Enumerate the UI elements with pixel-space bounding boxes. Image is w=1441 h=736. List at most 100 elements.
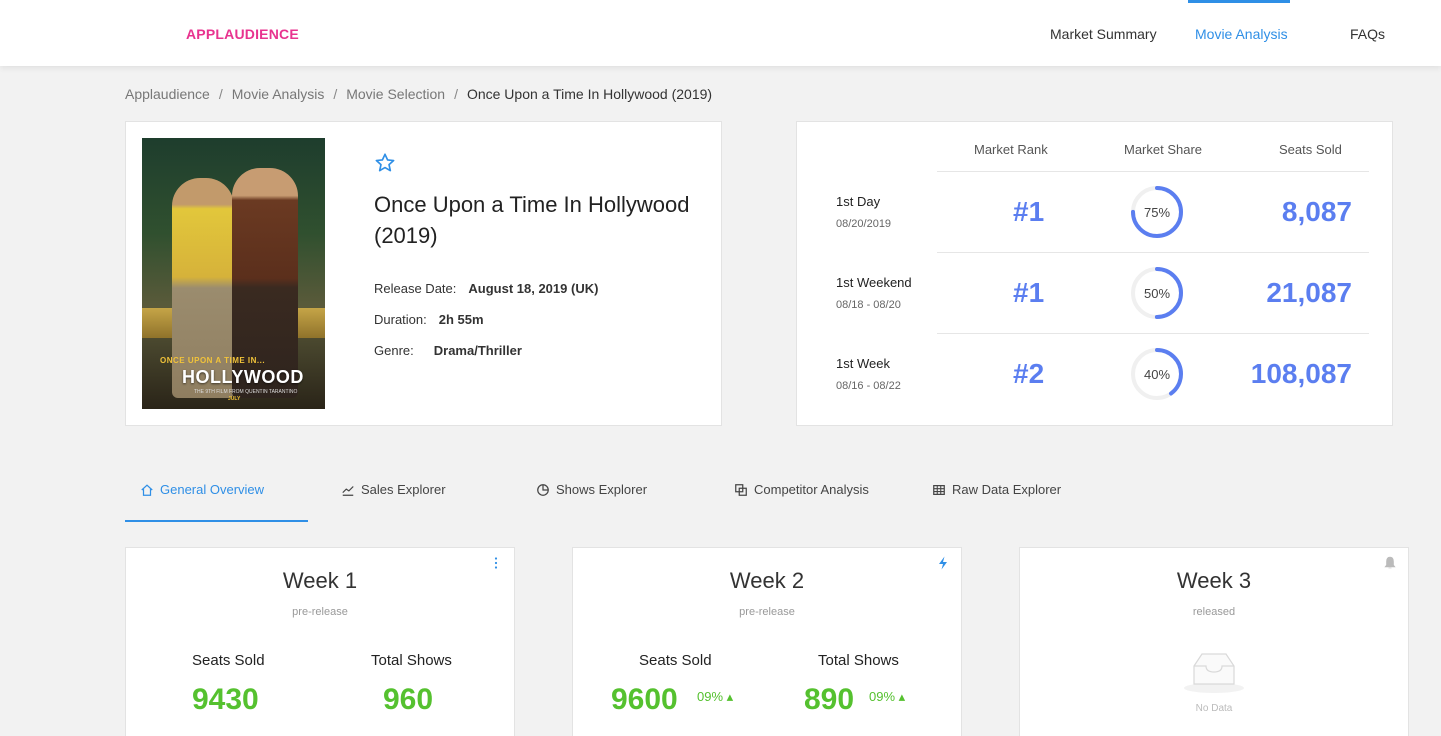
poster-date: JULY xyxy=(228,396,241,402)
tab-label: Sales Explorer xyxy=(361,482,446,497)
seats-sold-label: Seats Sold xyxy=(639,652,712,669)
duration-label: Duration: xyxy=(374,312,427,327)
seats-sold-value: 9600 xyxy=(611,683,678,716)
tab-label: Shows Explorer xyxy=(556,482,648,497)
favorite-star-icon[interactable] xyxy=(374,152,396,174)
row-divider xyxy=(937,252,1369,253)
genre-row: Genre: Drama/Thriller xyxy=(374,343,522,358)
top-navbar: APPLAUDIENCE Market Summary Movie Analys… xyxy=(0,0,1441,66)
week-status: pre-release xyxy=(739,606,795,618)
row-divider xyxy=(937,171,1369,172)
breadcrumb-separator: / xyxy=(218,86,223,102)
nav-active-indicator xyxy=(1188,0,1290,3)
poster-title: HOLLYWOOD xyxy=(182,367,304,387)
nav-market-summary[interactable]: Market Summary xyxy=(1050,26,1157,42)
lightning-icon[interactable] xyxy=(937,556,949,570)
tab-shows-explorer[interactable]: Shows Explorer xyxy=(536,482,647,497)
week-card-3: Week 3 released No Data xyxy=(1019,547,1409,736)
total-shows-label: Total Shows xyxy=(371,652,452,669)
nav-faqs[interactable]: FAQs xyxy=(1350,26,1386,42)
duration-row: Duration: 2h 55m xyxy=(374,312,484,327)
header-seats-sold: Seats Sold xyxy=(1279,142,1342,157)
no-data-text: No Data xyxy=(1195,703,1233,714)
breadcrumb-separator: / xyxy=(333,86,338,102)
brand-logo[interactable]: APPLAUDIENCE xyxy=(186,26,299,42)
total-shows-value: 890 xyxy=(804,683,855,716)
row-divider xyxy=(937,333,1369,334)
market-rank-first-weekend: #1 xyxy=(1013,277,1045,308)
header-market-share: Market Share xyxy=(1124,142,1203,157)
total-shows-delta: 09% ▴ xyxy=(869,689,906,704)
poster-figure-right xyxy=(232,168,298,398)
compare-icon xyxy=(735,483,747,496)
row-date-first-day: 08/20/2019 xyxy=(836,218,892,230)
week-status: released xyxy=(1192,606,1236,618)
week-title: Week 2 xyxy=(729,568,805,593)
nav-movie-analysis[interactable]: Movie Analysis xyxy=(1195,26,1288,42)
pie-chart-icon xyxy=(537,483,549,496)
movie-info-card: ONCE UPON A TIME IN... HOLLYWOOD THE 9TH… xyxy=(125,121,722,426)
duration-value: 2h 55m xyxy=(438,312,484,327)
bell-icon[interactable] xyxy=(1384,556,1396,570)
movie-poster: ONCE UPON A TIME IN... HOLLYWOOD THE 9TH… xyxy=(142,138,325,409)
tab-sales-explorer[interactable]: Sales Explorer xyxy=(341,482,446,497)
tab-label: Raw Data Explorer xyxy=(952,482,1062,497)
breadcrumb-movie-analysis[interactable]: Movie Analysis xyxy=(231,86,325,102)
seats-sold-first-weekend: 21,087 xyxy=(1266,277,1352,308)
empty-inbox-icon xyxy=(1184,653,1244,693)
tab-active-indicator xyxy=(125,520,308,522)
breadcrumb: Applaudience / Movie Analysis / Movie Select… xyxy=(125,86,712,102)
genre-label: Genre: xyxy=(374,343,414,358)
share-ring-first-week xyxy=(1131,348,1183,400)
total-shows-label: Total Shows xyxy=(818,652,899,669)
breadcrumb-current: Once Upon a Time In Hollywood (2019) xyxy=(466,86,713,102)
week-title: Week 1 xyxy=(282,568,358,593)
tab-label: Competitor Analysis xyxy=(754,482,869,497)
more-options-icon[interactable] xyxy=(490,556,502,570)
share-ring-progress xyxy=(1131,267,1183,319)
week-card-2: Week 2 pre-release Seats Sold Total Show… xyxy=(572,547,962,736)
release-date-label: Release Date: xyxy=(374,281,457,296)
market-rank-first-week: #2 xyxy=(1013,358,1045,389)
breadcrumb-movie-selection[interactable]: Movie Selection xyxy=(346,86,446,102)
poster-credit-line: THE 9TH FILM FROM QUENTIN TARANTINO xyxy=(194,389,298,395)
week-card-1: Week 1 pre-release Seats Sold Total Show… xyxy=(125,547,515,736)
breadcrumb-separator: / xyxy=(454,86,458,102)
share-ring-progress xyxy=(1131,186,1183,238)
row-date-first-weekend: 08/18 - 08/20 xyxy=(836,299,901,311)
seats-sold-value: 9430 xyxy=(192,683,259,716)
line-chart-icon xyxy=(342,485,354,496)
movie-title: Once Upon a Time In Hollywood (2019) xyxy=(374,192,690,248)
share-ring-first-day xyxy=(1131,186,1183,238)
seats-sold-label: Seats Sold xyxy=(192,652,265,669)
header-market-rank: Market Rank xyxy=(974,142,1048,157)
seats-sold-first-day: 8,087 xyxy=(1281,196,1352,227)
market-stats-card: Market Rank Market Share Seats Sold 1st … xyxy=(796,121,1393,426)
row-label-first-weekend: 1st Weekend xyxy=(836,275,912,290)
poster-small-title: ONCE UPON A TIME IN... xyxy=(160,356,266,365)
week-title: Week 3 xyxy=(1176,568,1252,593)
week-status: pre-release xyxy=(292,606,348,618)
seats-sold-delta: 09% ▴ xyxy=(697,689,734,704)
release-date-value: August 18, 2019 (UK) xyxy=(468,281,599,296)
row-label-first-week: 1st Week xyxy=(836,356,890,371)
breadcrumb-applaudience[interactable]: Applaudience xyxy=(125,86,210,102)
total-shows-value: 960 xyxy=(383,683,434,716)
tab-competitor-analysis[interactable]: Competitor Analysis xyxy=(734,482,869,497)
row-label-first-day: 1st Day xyxy=(836,194,881,209)
tab-raw-data-explorer[interactable]: Raw Data Explorer xyxy=(932,482,1061,497)
share-label-first-weekend: 50% xyxy=(1143,286,1171,301)
seats-sold-first-week: 108,087 xyxy=(1250,358,1352,389)
share-label-first-day: 75% xyxy=(1143,205,1171,220)
home-icon xyxy=(141,483,153,496)
market-rank-first-day: #1 xyxy=(1013,196,1045,227)
release-date-row: Release Date: August 18, 2019 (UK) xyxy=(374,281,598,296)
share-ring-first-weekend xyxy=(1131,267,1183,319)
poster-figure-left xyxy=(172,178,234,398)
share-ring-progress xyxy=(1131,348,1183,400)
genre-value: Drama/Thriller xyxy=(433,343,522,358)
tab-label: General Overview xyxy=(160,482,265,497)
share-label-first-week: 40% xyxy=(1143,367,1171,382)
row-date-first-week: 08/16 - 08/22 xyxy=(836,380,901,392)
tab-general-overview[interactable]: General Overview xyxy=(140,482,264,497)
